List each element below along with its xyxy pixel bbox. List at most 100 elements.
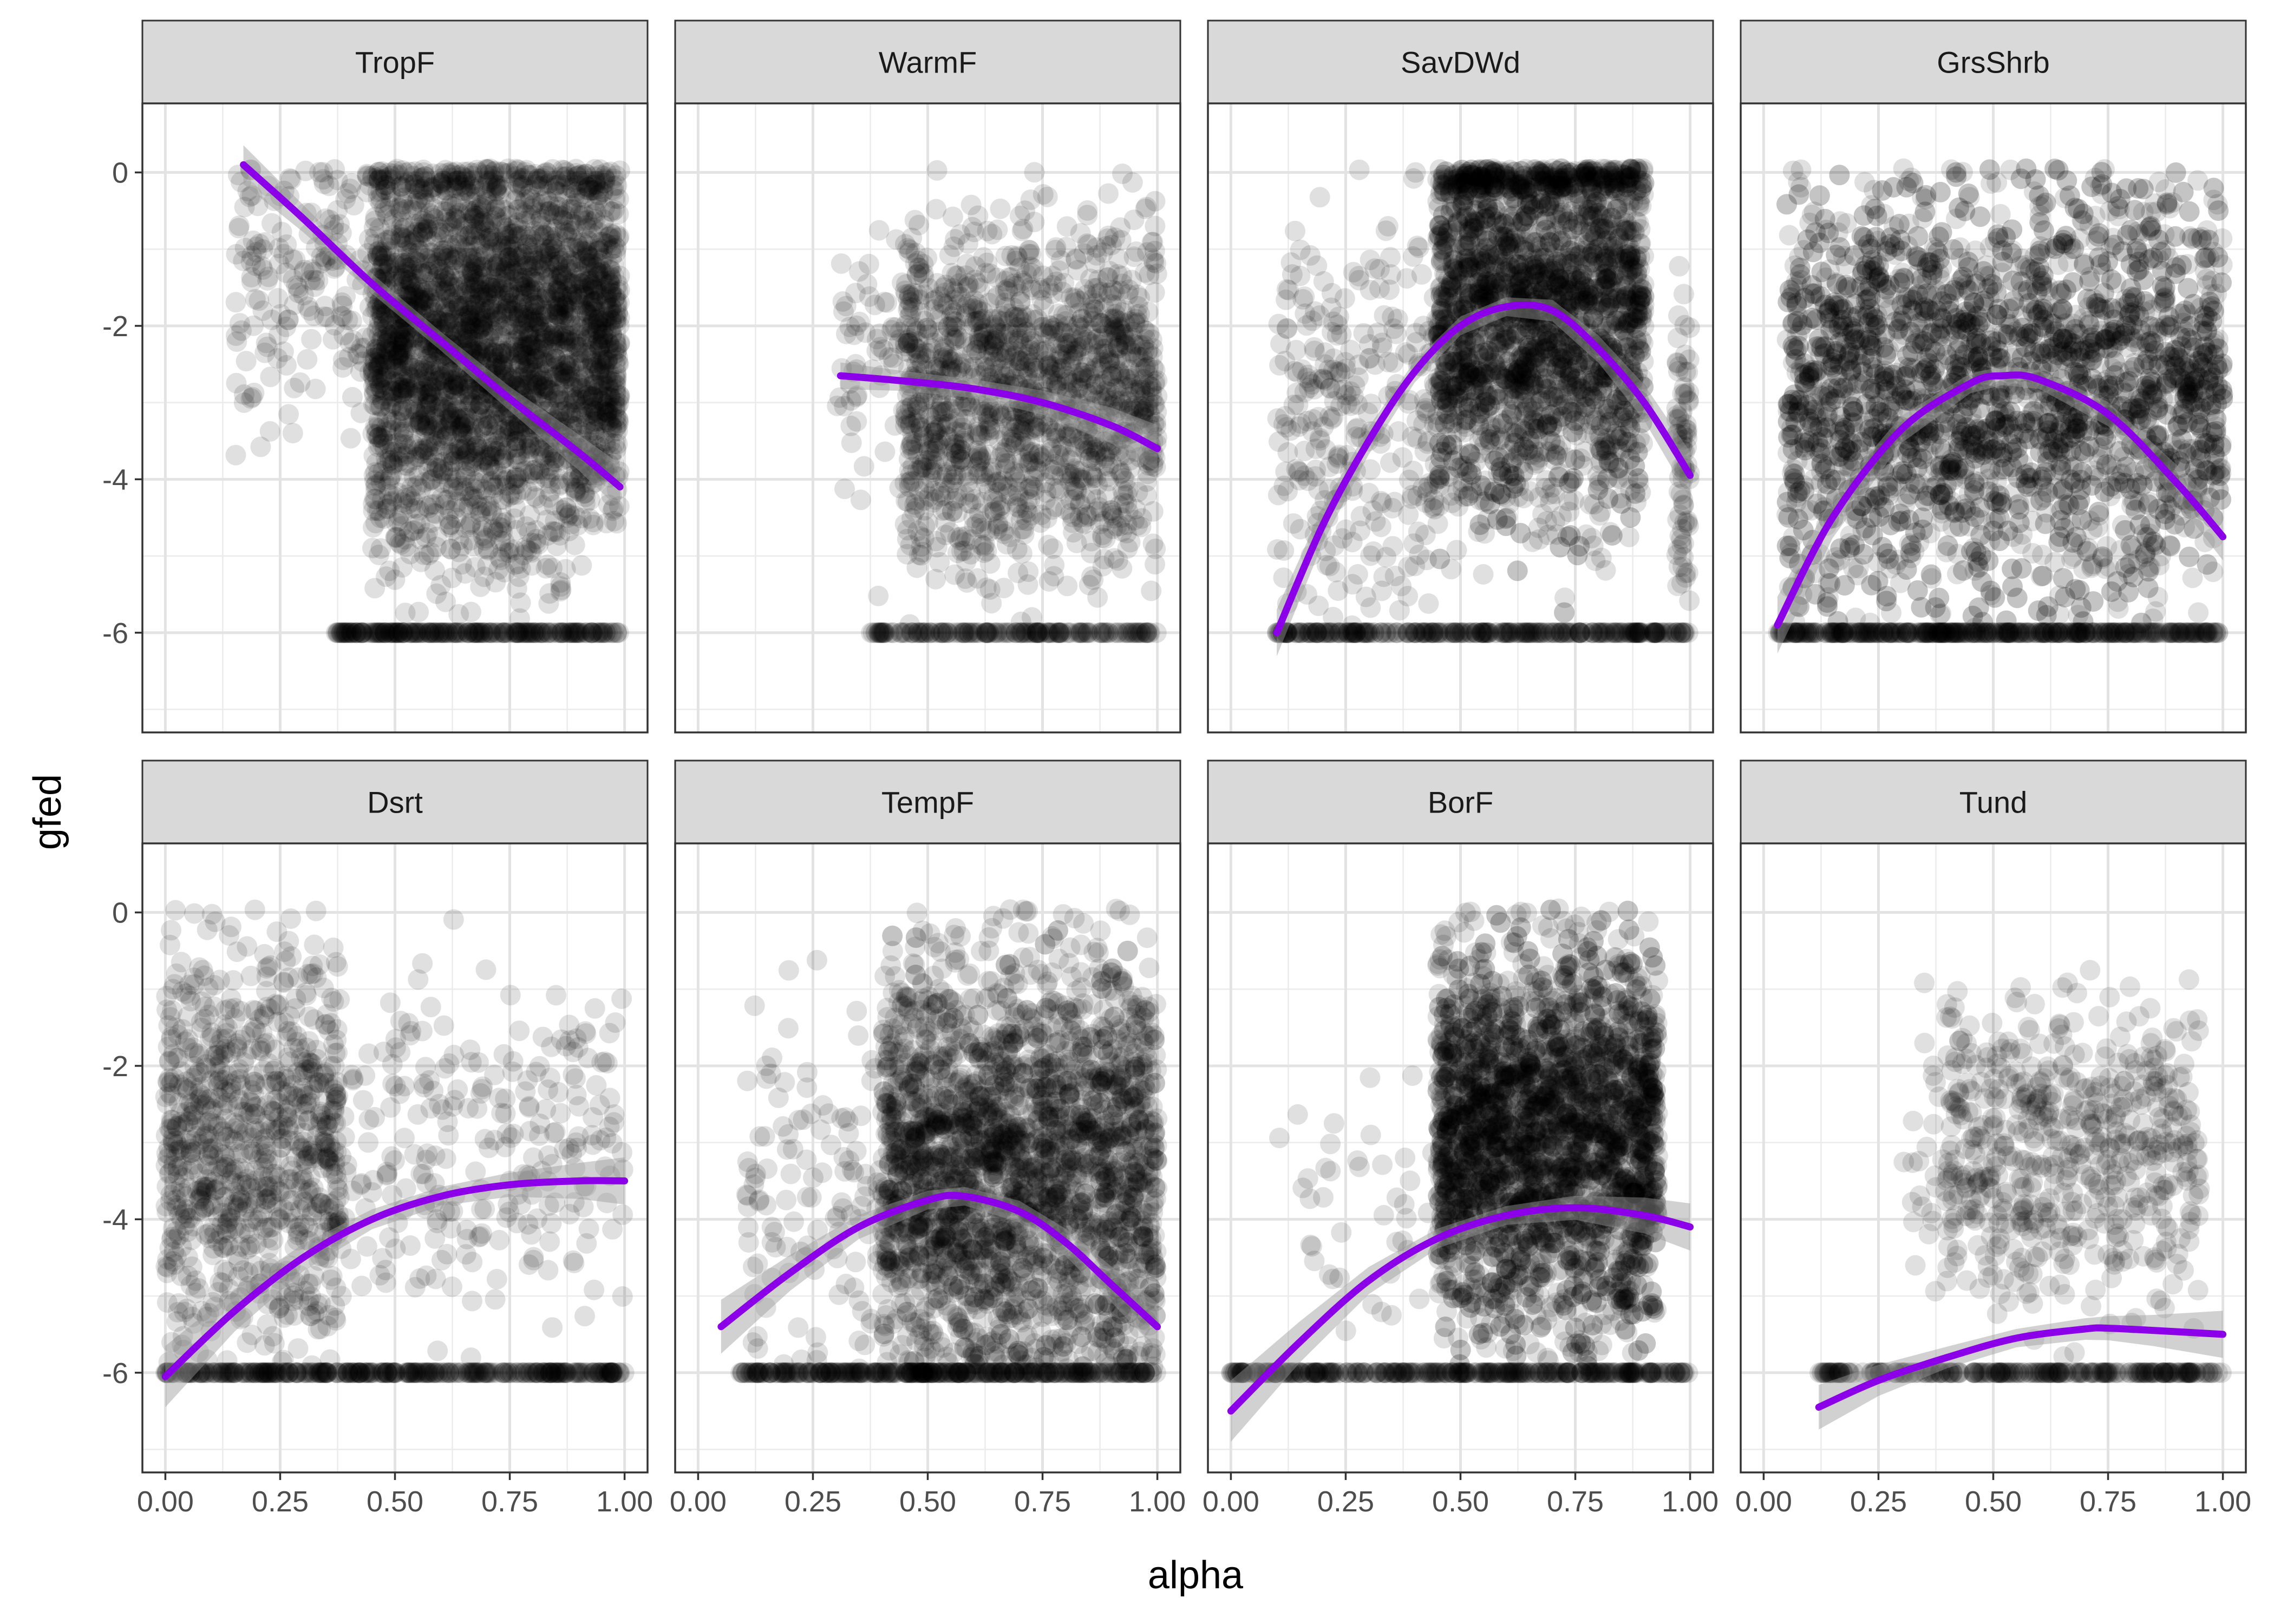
- data-point: [481, 209, 502, 231]
- data-point: [520, 279, 541, 300]
- data-point: [403, 407, 424, 428]
- data-point: [1123, 209, 1145, 231]
- data-point: [533, 378, 554, 399]
- data-point: [601, 406, 622, 427]
- data-point: [421, 298, 442, 319]
- data-point: [589, 375, 610, 396]
- data-point: [384, 569, 406, 590]
- data-point: [506, 430, 527, 451]
- data-point: [522, 460, 544, 481]
- data-point: [431, 281, 452, 302]
- data-point: [504, 286, 525, 307]
- data-point: [249, 233, 270, 254]
- data-point: [374, 198, 395, 219]
- data-point: [464, 208, 485, 229]
- data-point: [390, 325, 411, 346]
- data-point: [267, 288, 289, 309]
- data-point: [348, 344, 369, 365]
- data-point: [371, 367, 392, 388]
- data-point: [599, 273, 620, 294]
- data-point: [471, 346, 492, 367]
- data-point: [260, 366, 281, 388]
- data-point: [489, 516, 510, 538]
- data-point: [483, 278, 505, 299]
- data-point: [568, 287, 589, 308]
- data-point: [508, 199, 530, 220]
- panel-warmf: WarmF: [674, 19, 1181, 734]
- data-point: [542, 558, 563, 579]
- data-point: [512, 337, 533, 358]
- data-point: [514, 356, 535, 377]
- data-point: [486, 414, 507, 435]
- data-point: [426, 431, 447, 452]
- data-point: [579, 246, 600, 267]
- data-point: [460, 512, 481, 533]
- data-point: [565, 481, 586, 502]
- data-point: [605, 379, 626, 400]
- data-point: [600, 161, 621, 182]
- data-point: [225, 444, 246, 466]
- data-point: [488, 430, 509, 451]
- data-point: [1064, 292, 1085, 313]
- data-point: [605, 286, 626, 307]
- data-point: [574, 493, 596, 514]
- facet-label: TropF: [355, 45, 435, 80]
- data-point: [481, 231, 502, 252]
- data-point: [452, 554, 472, 575]
- data-point: [396, 283, 416, 304]
- data-point: [469, 325, 490, 346]
- data-point: [379, 326, 400, 348]
- data-point: [926, 199, 946, 220]
- data-point: [1081, 566, 1102, 587]
- data-point: [434, 381, 455, 402]
- data-point: [394, 316, 415, 337]
- data-point: [271, 221, 292, 243]
- data-point: [314, 306, 335, 327]
- data-point: [551, 250, 572, 271]
- data-point: [552, 287, 573, 308]
- data-point: [554, 354, 576, 375]
- data-point: [608, 353, 629, 374]
- data-point: [359, 362, 380, 383]
- data-point: [462, 224, 483, 245]
- data-point: [545, 348, 566, 369]
- data-point: [573, 278, 594, 299]
- data-point: [499, 486, 520, 507]
- data-point: [466, 435, 487, 456]
- data-point: [415, 360, 436, 381]
- data-point: [571, 348, 592, 369]
- data-point-baseline: [401, 622, 422, 643]
- data-point: [537, 282, 558, 303]
- data-point: [585, 417, 606, 438]
- data-point: [591, 375, 612, 396]
- data-point: [384, 340, 405, 361]
- data-point: [389, 330, 410, 351]
- data-point: [501, 224, 522, 245]
- data-point: [378, 484, 400, 505]
- data-point: [450, 235, 471, 256]
- data-point: [504, 366, 525, 388]
- data-point: [556, 270, 577, 291]
- data-point: [376, 417, 397, 438]
- data-point: [565, 506, 586, 527]
- data-point: [364, 578, 385, 599]
- data-point: [447, 209, 468, 231]
- data-point: [452, 416, 473, 437]
- data-point: [939, 245, 960, 266]
- data-point: [492, 351, 513, 372]
- data-point: [583, 514, 604, 535]
- data-point: [452, 312, 473, 333]
- data-point: [466, 180, 487, 201]
- data-point: [478, 415, 499, 436]
- data-point: [432, 304, 453, 325]
- data-point: [406, 221, 427, 243]
- data-point: [560, 307, 581, 328]
- data-point: [484, 336, 505, 357]
- data-point: [557, 507, 578, 528]
- data-point: [481, 277, 502, 298]
- data-point: [557, 222, 578, 244]
- data-point: [1057, 575, 1078, 597]
- data-point: [413, 219, 434, 240]
- data-point: [455, 465, 476, 486]
- data-point: [433, 452, 454, 473]
